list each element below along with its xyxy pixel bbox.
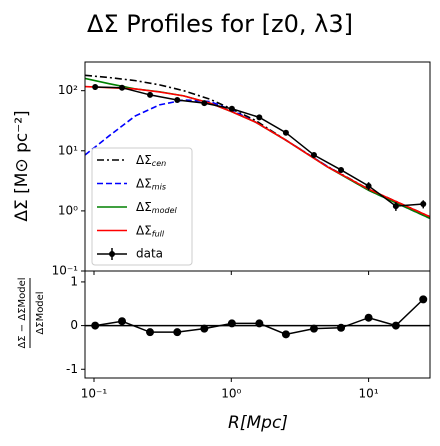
- residual-point: [118, 317, 127, 326]
- data-point: [256, 114, 263, 121]
- legend-name: ΔΣ: [136, 200, 152, 214]
- y-tick-label: 1: [70, 274, 78, 288]
- data-point: [92, 84, 99, 91]
- y-tick-label: 10⁻¹: [52, 264, 79, 278]
- data-point: [201, 100, 208, 107]
- residual-line: [95, 298, 424, 336]
- y-tick-label: 0: [70, 318, 78, 332]
- data-point: [420, 201, 427, 208]
- y-tick-label: -1: [66, 362, 78, 376]
- residual-point: [419, 295, 428, 304]
- legend-subscript: cen: [152, 159, 166, 168]
- data-point: [228, 105, 235, 112]
- legend-label: data: [136, 247, 163, 261]
- y-tick-label: 10⁰: [58, 203, 78, 217]
- residual-point: [337, 323, 346, 332]
- legend-label: ΔΣfull: [136, 223, 165, 238]
- residual-y-label-denominator: ΔΣModel: [35, 291, 46, 334]
- residual-point: [173, 328, 182, 337]
- legend-name: ΔΣ: [136, 176, 152, 190]
- residual-point: [91, 321, 100, 330]
- data-point: [338, 166, 345, 173]
- legend-name: ΔΣ: [136, 223, 152, 237]
- legend-label: ΔΣcen: [136, 153, 166, 168]
- legend-label: ΔΣmodel: [136, 200, 177, 215]
- x-tick-label: 10⁰: [221, 387, 241, 401]
- residual-point: [364, 313, 373, 322]
- legend-name: ΔΣ: [136, 153, 152, 167]
- model-line: [85, 85, 430, 218]
- data-point: [392, 203, 399, 210]
- residual-point: [227, 319, 236, 328]
- legend-swatch: [109, 251, 115, 257]
- residual-point: [255, 319, 264, 328]
- y-tick-label: 10²: [58, 83, 78, 97]
- residual-point: [281, 330, 290, 339]
- residual-point: [146, 328, 155, 337]
- data-point: [310, 152, 317, 159]
- chart-title: ΔΣ Profiles for [z0, λ3]: [87, 10, 353, 38]
- x-axis-label: R[Mpc]: [228, 413, 288, 433]
- data-point: [365, 182, 372, 189]
- residual-y-label-numerator: ΔΣ − ΔΣModel: [17, 277, 28, 348]
- legend-subscript: full: [152, 229, 165, 238]
- legend-box: [91, 147, 193, 266]
- residual-point: [309, 324, 318, 333]
- x-tick-label: 10⁻¹: [81, 387, 108, 401]
- plot-frame: [84, 270, 431, 379]
- x-tick-label: 10¹: [359, 387, 379, 401]
- data-point: [174, 96, 181, 103]
- data-point: [282, 129, 289, 136]
- residual-point: [391, 321, 400, 330]
- residual-point: [200, 324, 209, 333]
- legend-subscript: model: [152, 206, 178, 215]
- y-tick-label: 10¹: [58, 143, 78, 157]
- legend-label: ΔΣmis: [136, 176, 166, 191]
- legend-subscript: mis: [152, 182, 166, 191]
- y-axis-label: ΔΣ [M⊙ pc⁻²]: [12, 110, 32, 221]
- data-point: [147, 91, 154, 98]
- data-point: [119, 84, 126, 91]
